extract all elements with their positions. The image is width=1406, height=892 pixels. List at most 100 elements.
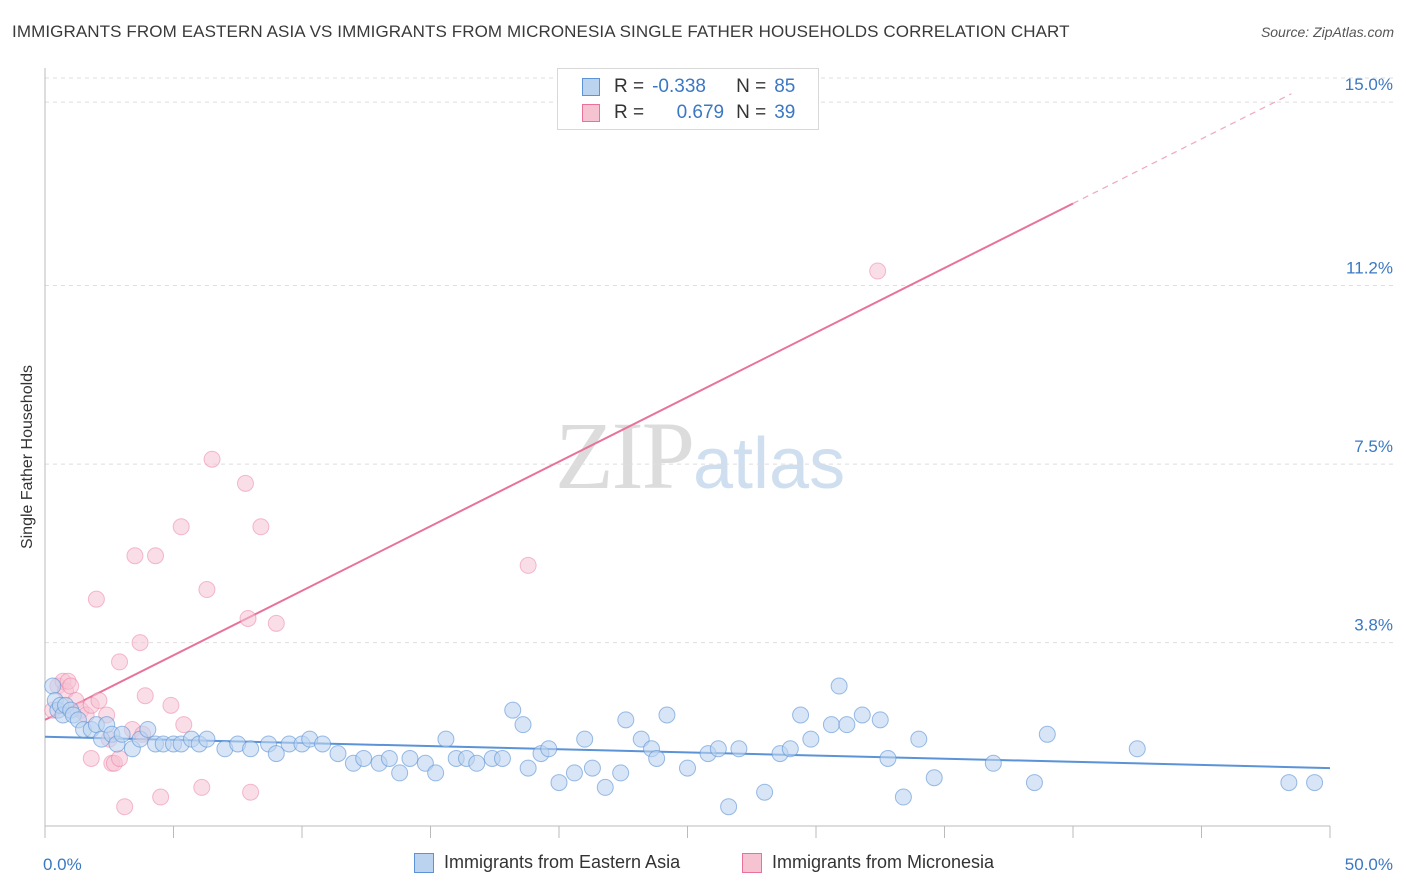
- source-label: Source: ZipAtlas.com: [1260, 24, 1394, 40]
- legend-swatch-blue: [582, 78, 600, 96]
- data-point-micronesia: [242, 783, 260, 801]
- data-point-micronesia: [82, 749, 100, 767]
- data-point-micronesia: [152, 788, 170, 806]
- data-point-eastern-asia: [329, 745, 347, 763]
- watermark-zip: ZIP: [555, 402, 695, 509]
- data-point-eastern-asia: [853, 706, 871, 724]
- trendline-blue: [44, 735, 1331, 770]
- legend-row-micronesia: R = 0.679 N = 39: [582, 101, 795, 125]
- data-point-eastern-asia: [709, 740, 727, 758]
- data-point-eastern-asia: [113, 725, 131, 743]
- legend-r-value: 0.679: [676, 102, 725, 123]
- data-point-micronesia: [198, 581, 216, 599]
- x-tick-label: 50.0%: [1345, 855, 1393, 874]
- legend-n-label: N =: [736, 102, 767, 123]
- legend-r-value: -0.338: [652, 76, 706, 97]
- y-axis-label: Single Father Households: [19, 364, 36, 550]
- data-point-eastern-asia: [679, 759, 696, 777]
- data-point-eastern-asia: [550, 774, 568, 792]
- series-label-eastern-asia: Immigrants from Eastern Asia: [444, 852, 681, 872]
- data-point-eastern-asia: [565, 764, 583, 782]
- data-point-eastern-asia: [648, 749, 666, 767]
- points-micronesia: [44, 262, 887, 816]
- data-point-micronesia: [175, 716, 193, 734]
- legend-n-value: 39: [774, 102, 796, 123]
- data-point-eastern-asia: [583, 759, 601, 777]
- data-point-micronesia: [172, 518, 190, 536]
- axes: [44, 68, 1331, 838]
- y-tick-label: 7.5%: [1354, 437, 1393, 456]
- data-point-eastern-asia: [437, 730, 455, 748]
- data-point-eastern-asia: [879, 749, 897, 767]
- watermark: ZIPatlas: [555, 400, 845, 511]
- trendline-micronesia: [44, 93, 1292, 721]
- trendline-pink-extension: [1072, 93, 1292, 205]
- data-point-eastern-asia: [612, 764, 630, 782]
- series-legend-micronesia: Immigrants from Micronesia: [742, 852, 994, 873]
- data-point-micronesia: [193, 778, 211, 796]
- series-swatch-blue: [414, 852, 434, 873]
- data-point-eastern-asia: [514, 716, 532, 734]
- data-point-eastern-asia: [540, 740, 558, 758]
- data-point-eastern-asia: [1128, 740, 1146, 758]
- data-point-eastern-asia: [427, 764, 445, 782]
- data-point-eastern-asia: [756, 783, 774, 801]
- series-legend: Immigrants from Eastern Asia Immigrants …: [0, 852, 1406, 878]
- legend-swatch-pink: [582, 104, 600, 122]
- data-point-eastern-asia: [44, 677, 62, 695]
- data-point-micronesia: [147, 547, 165, 565]
- data-point-eastern-asia: [830, 677, 848, 695]
- data-point-eastern-asia: [576, 730, 594, 748]
- data-point-micronesia: [116, 798, 134, 816]
- data-point-micronesia: [869, 262, 887, 280]
- data-point-eastern-asia: [838, 716, 856, 734]
- legend-row-eastern-asia: R = -0.338 N = 85: [582, 75, 795, 99]
- trendline-eastern-asia: [44, 735, 1331, 770]
- y-tick-label: 15.0%: [1345, 75, 1393, 94]
- y-tick-label: 3.8%: [1354, 616, 1393, 635]
- data-point-eastern-asia: [504, 701, 522, 719]
- y-tick-label: 11.2%: [1346, 259, 1393, 278]
- tick-labels: 3.8% 7.5% 11.2% 15.0% 0.0% 50.0%: [43, 75, 1393, 874]
- chart-title: IMMIGRANTS FROM EASTERN ASIA VS IMMIGRAN…: [12, 22, 1070, 41]
- data-point-micronesia: [239, 609, 257, 627]
- data-point-eastern-asia: [519, 759, 537, 777]
- data-point-micronesia: [267, 614, 285, 632]
- data-point-micronesia: [162, 696, 180, 714]
- data-point-eastern-asia: [1038, 725, 1056, 743]
- data-point-eastern-asia: [468, 754, 486, 772]
- data-point-eastern-asia: [781, 740, 799, 758]
- data-point-eastern-asia: [198, 730, 216, 748]
- data-point-eastern-asia: [925, 769, 943, 787]
- data-point-eastern-asia: [267, 745, 285, 763]
- x-tick-label: 0.0%: [43, 855, 82, 874]
- data-point-eastern-asia: [355, 749, 373, 767]
- data-point-eastern-asia: [139, 720, 157, 738]
- trendline-pink: [44, 202, 1074, 721]
- data-point-eastern-asia: [720, 798, 738, 816]
- data-point-micronesia: [111, 653, 129, 671]
- data-point-eastern-asia: [730, 740, 748, 758]
- legend-r-label: R =: [614, 102, 645, 123]
- data-point-eastern-asia: [617, 711, 635, 729]
- data-point-micronesia: [131, 634, 149, 652]
- data-point-eastern-asia: [1025, 774, 1043, 792]
- data-point-micronesia: [519, 556, 537, 574]
- data-point-micronesia: [136, 687, 154, 705]
- points-eastern-asia: [44, 677, 1324, 816]
- data-point-eastern-asia: [242, 740, 260, 758]
- data-point-eastern-asia: [596, 778, 614, 796]
- data-point-eastern-asia: [802, 730, 820, 748]
- legend-n-label: N =: [736, 76, 767, 97]
- data-point-eastern-asia: [658, 706, 676, 724]
- data-point-eastern-asia: [401, 749, 419, 767]
- data-point-eastern-asia: [822, 716, 840, 734]
- data-point-eastern-asia: [1306, 774, 1324, 792]
- series-legend-eastern-asia: Immigrants from Eastern Asia: [414, 852, 680, 873]
- data-point-eastern-asia: [792, 706, 810, 724]
- series-swatch-pink: [742, 852, 762, 873]
- legend-n-value: 85: [774, 76, 796, 97]
- data-point-eastern-asia: [493, 749, 511, 767]
- data-point-micronesia: [87, 590, 105, 608]
